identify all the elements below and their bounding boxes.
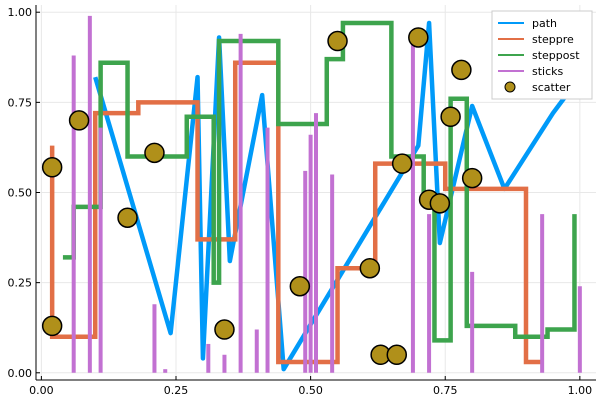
- y-tick-label: 0.25: [8, 277, 33, 290]
- scatter-point: [461, 167, 483, 189]
- x-tick-label: 0.75: [433, 384, 458, 397]
- scatter-point: [117, 207, 138, 228]
- scatter-point: [429, 193, 451, 214]
- y-tick-label: 1.00: [8, 6, 33, 19]
- scatter-point: [440, 106, 461, 128]
- steppost-line: [62, 20, 577, 343]
- legend: path steppre steppost sticks scatter: [491, 10, 593, 100]
- scatter-point: [391, 153, 413, 174]
- y-tick-label: 0.00: [8, 367, 33, 380]
- x-tick-label: 0.25: [164, 384, 189, 397]
- scatter-point: [359, 257, 381, 279]
- scatter-point: [41, 157, 63, 178]
- series-sticks: [71, 15, 582, 373]
- legend-label: steppost: [532, 49, 580, 62]
- x-tick-label: 0.00: [29, 384, 54, 397]
- scatter-point: [289, 276, 311, 297]
- y-tick-label: 0.50: [8, 187, 33, 200]
- legend-label: sticks: [532, 65, 564, 78]
- scatter-point: [214, 319, 235, 340]
- legend-item-path: path: [498, 17, 557, 30]
- legend-label: path: [532, 17, 557, 30]
- legend-item-steppre: steppre: [498, 33, 574, 46]
- legend-label: scatter: [532, 81, 571, 94]
- scatter-point: [451, 59, 472, 81]
- series-scatter: [41, 27, 483, 366]
- scatter-point: [386, 344, 408, 366]
- plot-series: [41, 15, 582, 373]
- scatter-point: [68, 110, 90, 131]
- legend-label: steppre: [532, 33, 574, 46]
- legend-item-steppost: steppost: [498, 49, 580, 62]
- x-tick-label: 1.00: [568, 384, 593, 397]
- scatter-point: [144, 142, 165, 164]
- legend-marker: [504, 81, 516, 93]
- scatter-point: [327, 30, 348, 52]
- legend-item-sticks: sticks: [498, 65, 564, 78]
- x-tick-label: 0.50: [298, 384, 323, 397]
- legend-item-scatter: scatter: [504, 81, 571, 94]
- scatter-point: [408, 27, 429, 48]
- series-steppost: [62, 20, 577, 343]
- axes: 0.00 0.25 0.50 0.75 1.00 0.00 0.25 0.50 0.75 1.00: [8, 5, 596, 397]
- y-tick-label: 0.75: [8, 96, 33, 109]
- scatter-point: [41, 315, 63, 337]
